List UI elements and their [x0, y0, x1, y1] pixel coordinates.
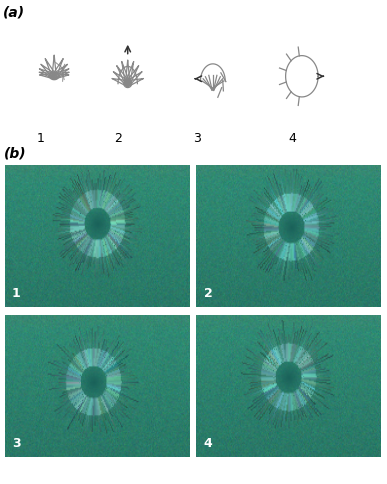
- Text: 3: 3: [194, 132, 201, 145]
- Text: 4: 4: [204, 437, 212, 450]
- Text: 2: 2: [204, 287, 212, 300]
- Text: 4: 4: [288, 132, 296, 145]
- Text: 3: 3: [12, 437, 21, 450]
- Text: 2: 2: [114, 132, 122, 145]
- Text: (a): (a): [3, 6, 25, 20]
- Text: 1: 1: [12, 287, 21, 300]
- Text: (b): (b): [4, 147, 26, 161]
- Text: 1: 1: [37, 132, 45, 145]
